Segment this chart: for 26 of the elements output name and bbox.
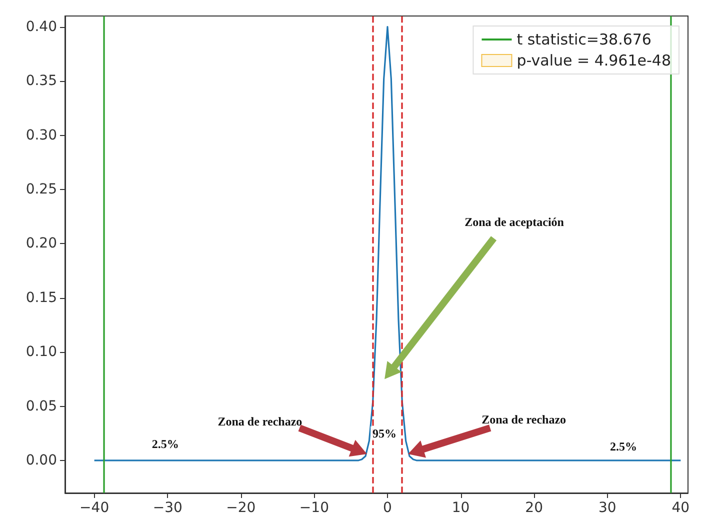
annotation: Zona de aceptación <box>464 214 564 229</box>
annotation: Zona de rechazo <box>218 414 302 428</box>
legend-label: p-value = 4.961e-48 <box>516 52 672 70</box>
y-tick-label: 0.20 <box>26 236 57 252</box>
y-tick-label: 0.00 <box>26 452 57 468</box>
x-tick-label: −30 <box>152 500 182 516</box>
y-tick-label: 0.15 <box>26 290 57 306</box>
y-tick-label: 0.30 <box>26 127 57 144</box>
x-tick-label: −20 <box>226 500 256 516</box>
x-tick-label: −40 <box>80 500 110 516</box>
x-tick-label: −10 <box>299 500 329 516</box>
legend-label: t statistic=38.676 <box>516 30 652 48</box>
x-tick-label: 20 <box>525 500 543 516</box>
x-tick-label: 30 <box>598 500 616 516</box>
annotation: 95% <box>372 426 397 440</box>
x-tick-label: 0 <box>383 500 392 516</box>
annotation: 2.5% <box>610 439 637 454</box>
y-tick-label: 0.05 <box>26 398 57 414</box>
y-tick-label: 0.40 <box>26 18 57 35</box>
annotation: 2.5% <box>152 437 179 452</box>
x-tick-label: 40 <box>672 500 690 516</box>
y-tick-label: 0.25 <box>26 181 57 198</box>
annotation: Zona de rechazo <box>482 412 566 426</box>
x-tick-label: 10 <box>452 500 470 516</box>
y-tick-label: 0.10 <box>26 344 57 360</box>
y-tick-label: 0.35 <box>26 73 57 90</box>
